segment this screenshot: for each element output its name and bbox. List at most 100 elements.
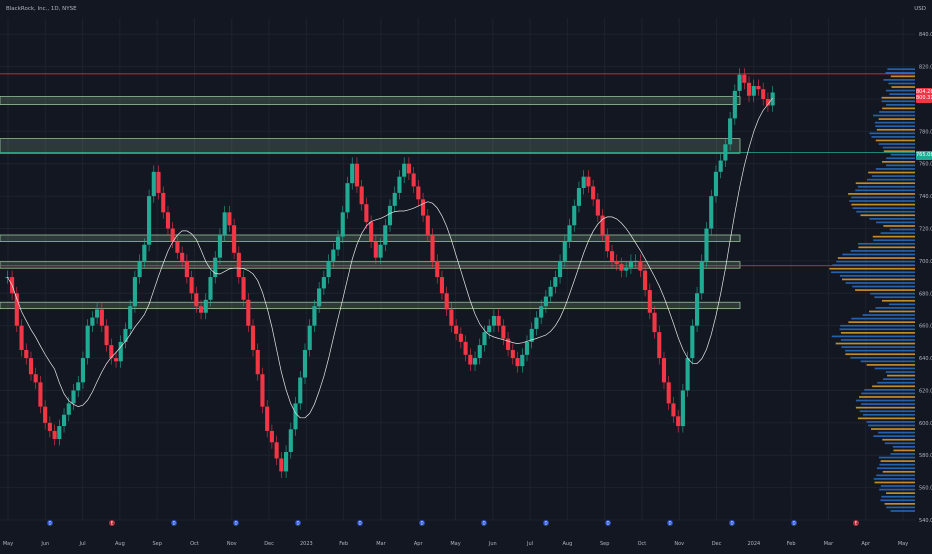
volume-profile-bar [841, 339, 915, 341]
volume-profile-bar [860, 214, 915, 216]
x-tick-label: Apr [861, 541, 871, 547]
volume-profile-bar [882, 97, 915, 99]
volume-profile-bar [855, 289, 915, 291]
candle-body [553, 277, 557, 287]
volume-profile-bar [875, 368, 915, 370]
x-tick-label: Dec [264, 541, 274, 547]
volume-profile-bar [841, 332, 915, 334]
volume-profile-bar [882, 100, 915, 102]
candle-body [520, 355, 524, 366]
y-tick-label: 760.00 [919, 162, 932, 168]
level-zone [0, 139, 740, 154]
candle-body [161, 193, 165, 212]
volume-profile-bar [878, 432, 915, 434]
volume-profile-bar [886, 104, 915, 106]
candle-body [567, 225, 571, 241]
candle-body [662, 358, 666, 382]
x-tick-label: Aug [562, 541, 572, 547]
candle-body [412, 173, 416, 186]
candle-body [657, 332, 661, 358]
volume-profile-bar [885, 503, 915, 505]
volume-profile-bar [876, 168, 915, 170]
volume-profile-bar [877, 129, 915, 131]
volume-profile-bar [881, 460, 915, 462]
volume-profile-bar [864, 389, 915, 391]
candle-body [563, 241, 567, 260]
volume-profile-bar [870, 132, 915, 134]
volume-profile-bar [856, 211, 915, 213]
volume-profile-bar [848, 321, 915, 323]
level-zone [0, 302, 740, 308]
volume-profile-bar [867, 364, 915, 366]
volume-profile-bar [877, 467, 915, 469]
volume-profile-bar [858, 246, 915, 248]
candle-body [558, 261, 562, 277]
candle-body [544, 297, 548, 307]
candle-body [350, 164, 354, 183]
candle-body [24, 350, 28, 358]
volume-profile-bar [829, 268, 915, 270]
volume-profile-bar [890, 229, 915, 231]
candle-body [199, 306, 203, 312]
y-tick-label: 680.00 [919, 291, 932, 297]
volume-profile-bar [876, 307, 915, 309]
candle-body [265, 407, 269, 431]
volume-profile-bar [887, 375, 915, 377]
candle-body [166, 212, 170, 228]
candle-body [638, 261, 642, 271]
volume-profile-bar [856, 407, 915, 409]
event-marker-label: D [420, 521, 423, 526]
volume-profile-bar [848, 193, 915, 195]
candle-body [549, 287, 553, 297]
volume-profile-bar [849, 200, 915, 202]
candle-body [275, 442, 279, 458]
volume-profile-bar [838, 257, 915, 259]
candle-body [515, 358, 519, 366]
candle-body [270, 431, 274, 442]
candle-body [355, 164, 359, 187]
candle-body [747, 83, 751, 96]
volume-profile-bar [882, 300, 915, 302]
candle-body [629, 261, 633, 267]
volume-profile-bar [881, 485, 915, 487]
candle-body [426, 216, 430, 235]
candle-body [57, 426, 61, 439]
candle-body [393, 193, 397, 206]
x-tick-label: Dec [712, 541, 722, 547]
candle-body [610, 251, 614, 261]
candle-body [194, 293, 198, 306]
candle-body [232, 225, 236, 253]
candle-body [482, 332, 486, 345]
x-tick-label: Oct [638, 541, 647, 547]
candle-body [312, 306, 316, 325]
candle-body [615, 261, 619, 264]
y-tick-label: 820.00 [919, 65, 932, 71]
candle-body [686, 358, 690, 390]
volume-profile-bar [861, 393, 915, 395]
level-zone [0, 97, 740, 105]
y-tick-label: 840.00 [919, 32, 932, 38]
x-tick-label: Sep [600, 541, 609, 547]
candle-body [105, 326, 109, 345]
candle-body [501, 326, 505, 339]
candle-body [681, 390, 685, 426]
candle-body [175, 241, 179, 252]
candle-body [586, 177, 590, 187]
volume-profile-bar [886, 157, 915, 159]
event-marker-label: D [296, 521, 299, 526]
volume-profile-bar [888, 83, 915, 85]
volume-profile-bar [851, 197, 915, 199]
price-tag: 800.31 [916, 94, 932, 103]
candle-body [303, 350, 307, 378]
volume-profile-bar [863, 314, 915, 316]
candle-body [671, 403, 675, 416]
candle-body [634, 261, 638, 262]
candle-body [383, 225, 387, 244]
candle-body [416, 186, 420, 199]
volume-profile-bar [836, 343, 915, 345]
volume-profile-bar [852, 286, 915, 288]
candle-body [298, 377, 302, 403]
x-tick-label: May [450, 541, 460, 547]
candle-body [331, 250, 335, 261]
event-marker-label: D [668, 521, 671, 526]
